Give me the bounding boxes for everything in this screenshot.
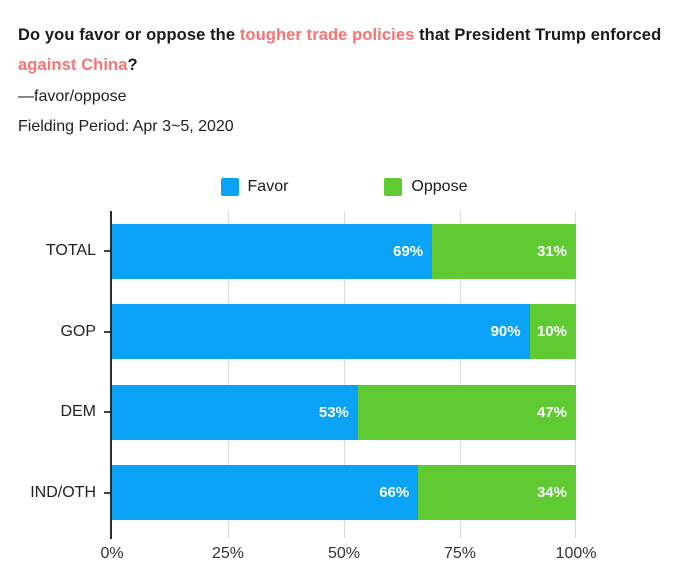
x-tick-label: 0% xyxy=(100,545,124,562)
bar-row: 53% 47% xyxy=(112,385,576,440)
question-segment: ? xyxy=(127,56,138,74)
category-label: TOTAL xyxy=(45,242,96,259)
chart-legend: Favor Oppose xyxy=(112,177,576,197)
bar-value-label: 31% xyxy=(536,243,567,260)
legend-item-oppose: Oppose xyxy=(384,177,467,197)
chart-header: Do you favor or oppose the tougher trade… xyxy=(18,20,668,142)
bar-value-label: 34% xyxy=(536,484,567,501)
question-subtitle: —favor/oppose xyxy=(18,88,127,105)
legend-item-favor: Favor xyxy=(220,177,289,197)
y-axis-labels: TOTAL GOP DEM IND/OTH xyxy=(0,211,96,533)
bar-value-label: 66% xyxy=(379,484,410,501)
bar-value-label: 53% xyxy=(318,404,349,421)
fielding-period: Fielding Period: Apr 3~5, 2020 xyxy=(18,118,234,135)
y-axis-tick xyxy=(104,492,110,494)
plot-area: 69% 31% 90% 10% 53% 47% 66% 34% xyxy=(104,211,576,538)
y-axis-line xyxy=(110,211,112,539)
y-axis-tick xyxy=(104,411,110,413)
y-axis-tick xyxy=(104,331,110,333)
question-segment-highlight: against China xyxy=(18,56,128,74)
oppose-bar-segment: 47% xyxy=(357,385,576,440)
legend-label-favor: Favor xyxy=(247,178,289,195)
bar-row: 90% 10% xyxy=(112,304,576,359)
x-tick-label: 25% xyxy=(211,545,245,562)
category-label: GOP xyxy=(60,323,96,340)
favor-bar-segment: 69% xyxy=(112,224,433,279)
oppose-swatch-icon xyxy=(384,178,403,196)
x-tick-label: 50% xyxy=(327,545,361,562)
favor-bar-segment: 66% xyxy=(112,465,419,520)
y-axis-tick xyxy=(104,250,110,252)
gridline xyxy=(228,211,229,533)
question-segment-highlight: tougher trade policies xyxy=(239,26,415,44)
x-axis-labels: 0% 25% 50% 75% 100% xyxy=(100,545,596,565)
question-segment: that President Trump enforced xyxy=(414,26,662,44)
x-tick-label: 75% xyxy=(443,545,477,562)
bar-value-label: 90% xyxy=(490,323,521,340)
bar-value-label: 10% xyxy=(536,323,567,340)
question-title: Do you favor or oppose the tougher trade… xyxy=(18,20,668,80)
oppose-bar-segment: 34% xyxy=(418,465,576,520)
x-axis-tick xyxy=(228,533,229,538)
category-label: DEM xyxy=(60,403,96,420)
gridline xyxy=(460,211,461,533)
bar-row: 66% 34% xyxy=(112,465,576,520)
oppose-bar-segment: 31% xyxy=(432,224,576,279)
category-label: IND/OTH xyxy=(30,484,96,501)
oppose-bar-segment: 10% xyxy=(529,304,576,359)
bar-value-label: 47% xyxy=(536,404,567,421)
gridline xyxy=(344,211,345,533)
bar-value-label: 69% xyxy=(393,243,424,260)
legend-label-oppose: Oppose xyxy=(411,178,468,195)
x-tick-label: 100% xyxy=(555,545,597,562)
bar-row: 69% 31% xyxy=(112,224,576,279)
favor-swatch-icon xyxy=(220,178,239,196)
x-axis-tick xyxy=(344,533,345,538)
question-segment: Do you favor or oppose the xyxy=(18,26,240,44)
favor-bar-segment: 90% xyxy=(112,304,530,359)
x-axis-tick xyxy=(575,533,576,538)
favor-bar-segment: 53% xyxy=(112,385,358,440)
x-axis-tick xyxy=(460,533,461,538)
gridline xyxy=(575,211,576,533)
